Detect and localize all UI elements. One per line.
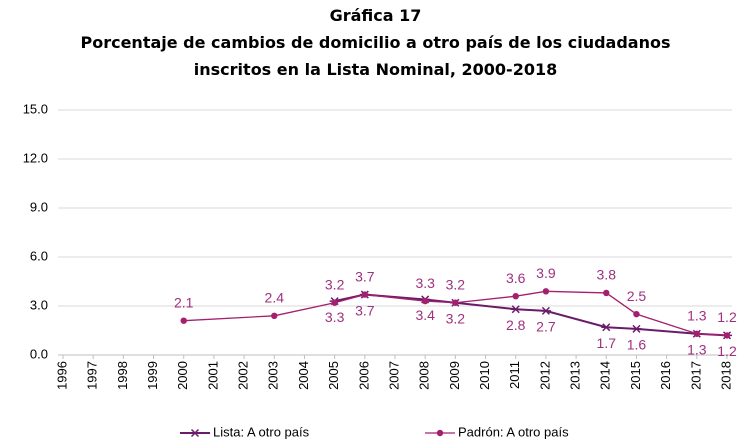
y-tick-label: 0.0 xyxy=(30,346,48,361)
data-label: 2.7 xyxy=(536,319,556,335)
data-label: 3.2 xyxy=(446,310,466,326)
data-label: 3.4 xyxy=(415,307,435,323)
data-label: 3.2 xyxy=(446,276,466,292)
point xyxy=(512,293,519,300)
data-label: 1.7 xyxy=(597,335,617,351)
data-label: 3.9 xyxy=(536,265,556,281)
data-label: 3.6 xyxy=(506,270,526,286)
point xyxy=(633,310,640,318)
legend-marker xyxy=(436,429,444,437)
y-tick-label: 6.0 xyxy=(30,248,48,263)
point xyxy=(542,288,550,295)
point xyxy=(452,299,459,306)
data-label: 2.1 xyxy=(174,294,194,310)
x-tick-label: 2002 xyxy=(236,361,251,390)
x-tick-label: 2018 xyxy=(718,361,733,390)
series-line xyxy=(183,290,728,337)
point xyxy=(421,297,429,305)
x-tick-label: 2014 xyxy=(598,361,613,390)
data-label: 1.3 xyxy=(687,341,707,357)
series-line xyxy=(334,293,728,337)
data-label: 2.5 xyxy=(627,288,647,304)
point xyxy=(723,332,731,339)
x-tick-label: 2017 xyxy=(688,361,703,390)
y-tick-label: 12.0 xyxy=(23,150,48,165)
data-label: 1.2 xyxy=(717,343,737,359)
x-tick-label: 2003 xyxy=(266,361,281,390)
point xyxy=(271,312,278,319)
data-label: 1.2 xyxy=(717,309,737,325)
data-label: 3.7 xyxy=(355,302,375,318)
data-label: 1.3 xyxy=(687,307,707,323)
x-tick-label: 2010 xyxy=(477,361,492,390)
data-label: 3.2 xyxy=(325,276,345,292)
data-label: 3.8 xyxy=(597,267,617,283)
x-tick-label: 2016 xyxy=(658,361,673,390)
x-tick-label: 2004 xyxy=(296,361,311,390)
point xyxy=(361,291,369,298)
point xyxy=(180,317,187,324)
x-tick-label: 1996 xyxy=(54,361,69,390)
x-tick-label: 1997 xyxy=(85,361,100,390)
x-tick-label: 2008 xyxy=(417,361,432,390)
legend-label: Padrón: A otro país xyxy=(458,424,569,439)
data-label: 2.8 xyxy=(506,317,526,333)
data-label: 3.3 xyxy=(415,275,435,291)
titles: Gráfica 17 Porcentaje de cambios de domi… xyxy=(0,2,751,83)
point xyxy=(631,324,642,333)
x-tick-label: 2007 xyxy=(386,361,401,390)
x-tick-label: 1999 xyxy=(145,361,160,390)
data-label: 1.6 xyxy=(627,337,647,353)
x-tick-label: 2009 xyxy=(447,361,462,390)
point xyxy=(603,289,610,297)
data-label: 3.3 xyxy=(325,309,345,325)
y-tick-label: 15.0 xyxy=(23,101,48,116)
chart-title: Gráfica 17 xyxy=(329,6,422,25)
x-tick-label: 2001 xyxy=(205,361,220,390)
point xyxy=(331,299,338,306)
data-label: 3.7 xyxy=(355,268,375,284)
legend-label: Lista: A otro país xyxy=(213,424,310,439)
x-tick-label: 2015 xyxy=(628,361,643,390)
point xyxy=(693,330,701,337)
x-tick-label: 1998 xyxy=(115,361,130,390)
x-tick-label: 2011 xyxy=(507,361,522,389)
y-tick-label: 3.0 xyxy=(30,297,48,312)
point xyxy=(540,306,551,315)
y-tick-label: 9.0 xyxy=(30,199,48,214)
x-tick-label: 2000 xyxy=(175,361,190,390)
chart-subtitle: Porcentaje de cambios de domicilio a otr… xyxy=(80,33,671,79)
point xyxy=(601,323,612,332)
legend-marker xyxy=(190,428,200,438)
point xyxy=(510,305,521,314)
x-tick-label: 2005 xyxy=(326,361,341,390)
data-label: 2.4 xyxy=(265,290,285,306)
x-tick-label: 2013 xyxy=(568,361,583,390)
x-tick-label: 2006 xyxy=(356,361,371,390)
x-tick-label: 2012 xyxy=(537,361,552,390)
